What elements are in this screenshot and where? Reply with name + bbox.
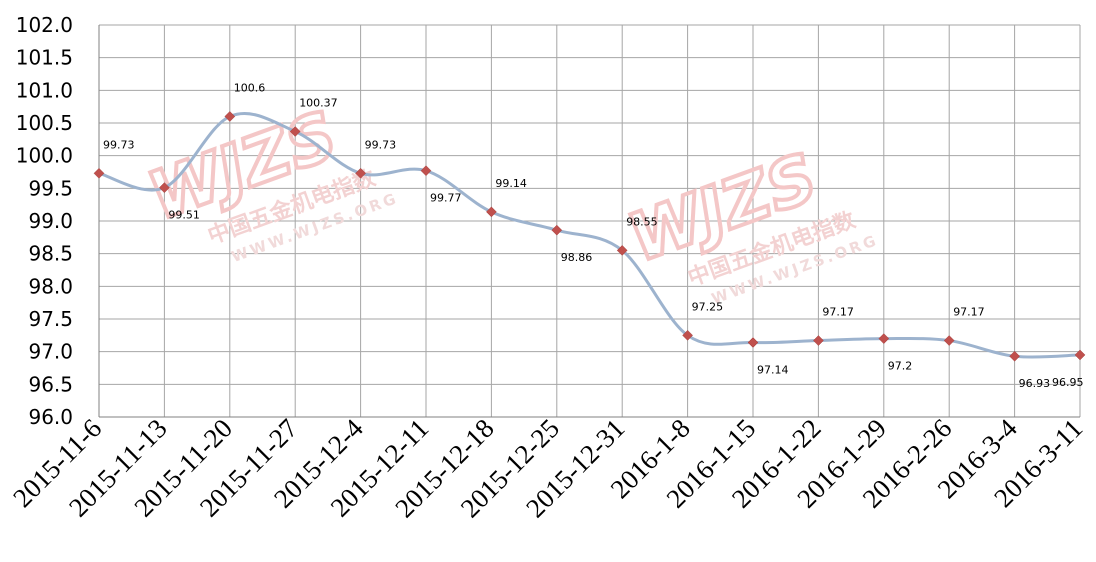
y-tick-label: 98.0	[28, 274, 73, 298]
data-label: 96.93	[1019, 377, 1051, 390]
series-line-path	[98, 112, 1081, 359]
data-label: 99.77	[430, 192, 462, 205]
data-label: 97.17	[953, 306, 985, 319]
data-point-marker	[289, 126, 301, 137]
data-label: 99.14	[495, 177, 527, 190]
data-point-marker	[813, 335, 824, 346]
x-axis-ticks: 2015-11-62015-11-132015-11-202015-11-272…	[7, 413, 1088, 524]
data-label: 97.2	[888, 360, 913, 373]
y-axis-ticks: 96.0 96.5 97.0 97.5 98.0 98.5 99.0 99.5 100.0 100…	[16, 13, 73, 429]
data-label: 97.17	[822, 306, 854, 319]
y-tick-label: 97.0	[28, 340, 73, 364]
series-line	[98, 112, 1081, 359]
data-label: 96.95	[1052, 376, 1084, 389]
y-tick-label: 102.0	[16, 13, 73, 37]
data-label: 97.14	[757, 364, 789, 377]
data-label: 98.86	[561, 251, 593, 264]
data-label: 100.37	[299, 96, 338, 109]
data-point-marker	[747, 337, 759, 348]
y-tick-label: 101.0	[16, 78, 73, 102]
data-point-marker	[159, 182, 170, 194]
data-labels: 99.73 99.51 100.6 100.37 99.73 99.77 99.14 98.8…	[103, 81, 1084, 390]
y-tick-label: 100.5	[16, 111, 73, 135]
data-label: 100.6	[234, 81, 265, 94]
y-tick-label: 99.5	[28, 176, 73, 200]
data-point-marker	[224, 111, 236, 122]
watermark: WJZS 中国五金机电指数 WWW.WJZS.ORG WJZS 中国五金机电指数…	[137, 95, 881, 308]
y-tick-label: 101.5	[16, 46, 73, 70]
data-label: 99.51	[168, 209, 200, 222]
data-point-marker	[943, 335, 955, 346]
y-tick-label: 99.0	[28, 209, 73, 233]
data-label: 99.73	[365, 138, 397, 151]
data-point-marker	[1009, 350, 1020, 362]
data-point-marker	[682, 329, 693, 341]
y-tick-label: 96.0	[28, 405, 73, 429]
series-markers	[93, 111, 1086, 362]
axes	[98, 25, 1080, 418]
data-point-marker	[616, 245, 628, 256]
data-point-marker	[486, 206, 497, 218]
y-tick-label: 96.5	[28, 372, 73, 396]
data-label: 98.55	[626, 215, 658, 228]
data-label: 99.73	[103, 138, 135, 151]
data-point-marker	[1074, 349, 1086, 361]
y-tick-label: 97.5	[28, 307, 73, 331]
data-point-marker	[420, 165, 432, 177]
data-point-marker	[551, 224, 563, 236]
data-point-marker	[355, 167, 366, 179]
y-tick-label: 100.0	[16, 144, 73, 168]
y-tick-label: 98.5	[28, 242, 73, 266]
data-point-marker	[878, 333, 890, 344]
data-label: 97.25	[692, 300, 724, 313]
data-point-marker	[93, 167, 105, 179]
